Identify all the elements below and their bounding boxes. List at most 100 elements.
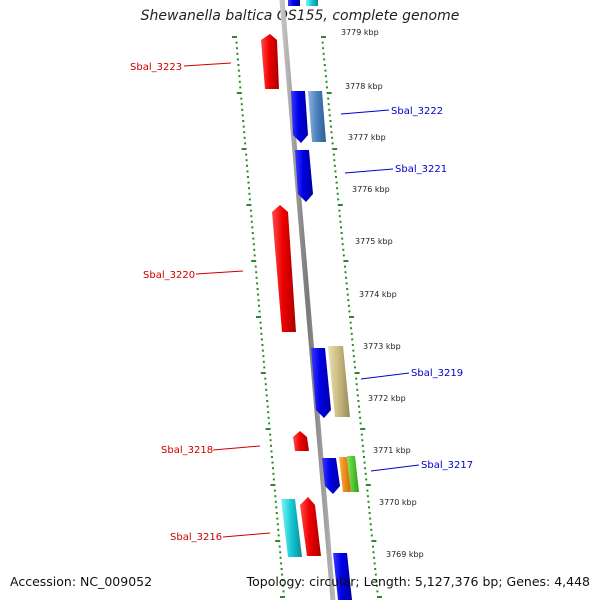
minor-tick [347, 299, 350, 302]
gene-arrow-sbal-3222[interactable] [291, 91, 326, 143]
minor-tick [370, 528, 373, 531]
scale-label-3775: 3775 kbp [355, 237, 393, 246]
minor-tick [360, 433, 363, 436]
gene-arrow-sbal-3219[interactable] [311, 346, 350, 418]
minor-tick [282, 590, 285, 593]
minor-tick [332, 153, 335, 156]
major-tick [270, 484, 276, 486]
minor-tick [361, 444, 364, 447]
minor-tick [356, 388, 359, 391]
minor-tick [246, 170, 249, 173]
minor-tick [337, 198, 340, 201]
minor-tick [274, 495, 277, 498]
gene-label-sbal-3223[interactable]: Sbal_3223 [130, 62, 182, 73]
minor-tick [333, 159, 336, 162]
minor-tick [345, 282, 348, 285]
minor-tick [356, 394, 359, 397]
minor-tick [251, 232, 254, 234]
gene-arrow-sbal-3223[interactable] [261, 34, 279, 89]
minor-tick [256, 282, 259, 285]
minor-tick [270, 444, 272, 447]
minor-tick [369, 517, 372, 520]
gene-label-sbal-3220[interactable]: Sbal_3220 [143, 270, 195, 281]
minor-tick [366, 489, 369, 492]
major-tick [377, 596, 382, 598]
minor-tick [240, 97, 243, 100]
minor-tick [373, 562, 376, 565]
minor-tick [237, 64, 240, 66]
minor-tick [251, 226, 254, 229]
gene-label-sbal-3219[interactable]: Sbal_3219 [411, 368, 463, 379]
major-tick [326, 92, 332, 94]
minor-tick [336, 187, 339, 190]
gene-label-sbal-3221[interactable]: Sbal_3221 [395, 164, 447, 175]
minor-tick [333, 164, 336, 167]
minor-tick [279, 556, 282, 559]
minor-tick [256, 288, 259, 290]
map-title: Shewanella baltica OS155, complete genom… [140, 8, 460, 24]
minor-tick [278, 545, 281, 548]
gene-arrow-sbal-3217[interactable] [322, 456, 359, 494]
major-tick [232, 36, 237, 38]
gene-label-sbal-3217[interactable]: Sbal_3217 [421, 460, 473, 471]
major-tick [332, 148, 338, 150]
minor-tick [270, 450, 273, 453]
gene-label-sbal-3218[interactable]: Sbal_3218 [161, 445, 213, 456]
minor-tick [354, 366, 356, 369]
minor-tick [355, 383, 358, 386]
minor-tick [335, 181, 338, 184]
minor-tick [249, 209, 252, 212]
minor-tick [260, 327, 262, 330]
minor-tick [238, 75, 241, 78]
minor-tick [366, 495, 369, 498]
scale-label-3772: 3772 kbp [368, 394, 406, 403]
minor-tick [261, 349, 264, 352]
minor-tick [248, 187, 250, 190]
minor-tick [326, 86, 328, 89]
minor-tick [352, 355, 355, 358]
minor-tick [277, 534, 280, 537]
minor-tick [342, 254, 345, 257]
minor-tick [338, 215, 341, 218]
major-tick [354, 372, 360, 374]
gene-arrow-sbal-3218[interactable] [293, 431, 309, 451]
minor-tick [254, 265, 257, 268]
minor-tick [376, 590, 379, 593]
scale-label-3774: 3774 kbp [359, 290, 397, 299]
minor-tick [236, 47, 238, 50]
major-tick [321, 36, 326, 38]
minor-tick [359, 416, 362, 419]
gene-arrow-sbal-3216[interactable] [281, 497, 321, 557]
major-tick [365, 484, 371, 486]
major-tick [256, 316, 261, 318]
minor-tick [322, 52, 325, 55]
minor-tick [358, 405, 360, 408]
minor-tick [241, 108, 244, 111]
gene-label-sbal-3216[interactable]: Sbal_3216 [170, 532, 222, 543]
minor-tick [325, 80, 328, 83]
minor-tick [364, 472, 367, 475]
scale-label-3769: 3769 kbp [386, 550, 424, 559]
major-tick [349, 316, 354, 318]
scale-label-3778: 3778 kbp [345, 82, 383, 91]
minor-tick [243, 131, 246, 134]
minor-tick [266, 405, 269, 408]
scale-label-3771: 3771 kbp [373, 446, 411, 455]
minor-tick [248, 192, 251, 195]
scale-labels: 3779 kbp 3778 kbp 3777 kbp 3776 kbp 3775… [341, 28, 424, 559]
gene-arrow-sbal-3221[interactable] [295, 150, 313, 202]
minor-tick [351, 338, 354, 341]
minor-tick [334, 170, 337, 173]
scale-label-3776: 3776 kbp [352, 185, 390, 194]
minor-tick [235, 41, 238, 44]
minor-tick [250, 215, 253, 218]
minor-tick [253, 254, 256, 257]
minor-tick [321, 41, 324, 44]
minor-tick [244, 142, 247, 145]
gene-arrow-sbal-3220[interactable] [272, 205, 296, 332]
gene-label-sbal-3222[interactable]: Sbal_3222 [391, 106, 443, 117]
minor-tick [367, 500, 370, 503]
minor-tick [358, 411, 361, 414]
minor-tick [375, 579, 378, 582]
minor-tick [350, 327, 353, 330]
